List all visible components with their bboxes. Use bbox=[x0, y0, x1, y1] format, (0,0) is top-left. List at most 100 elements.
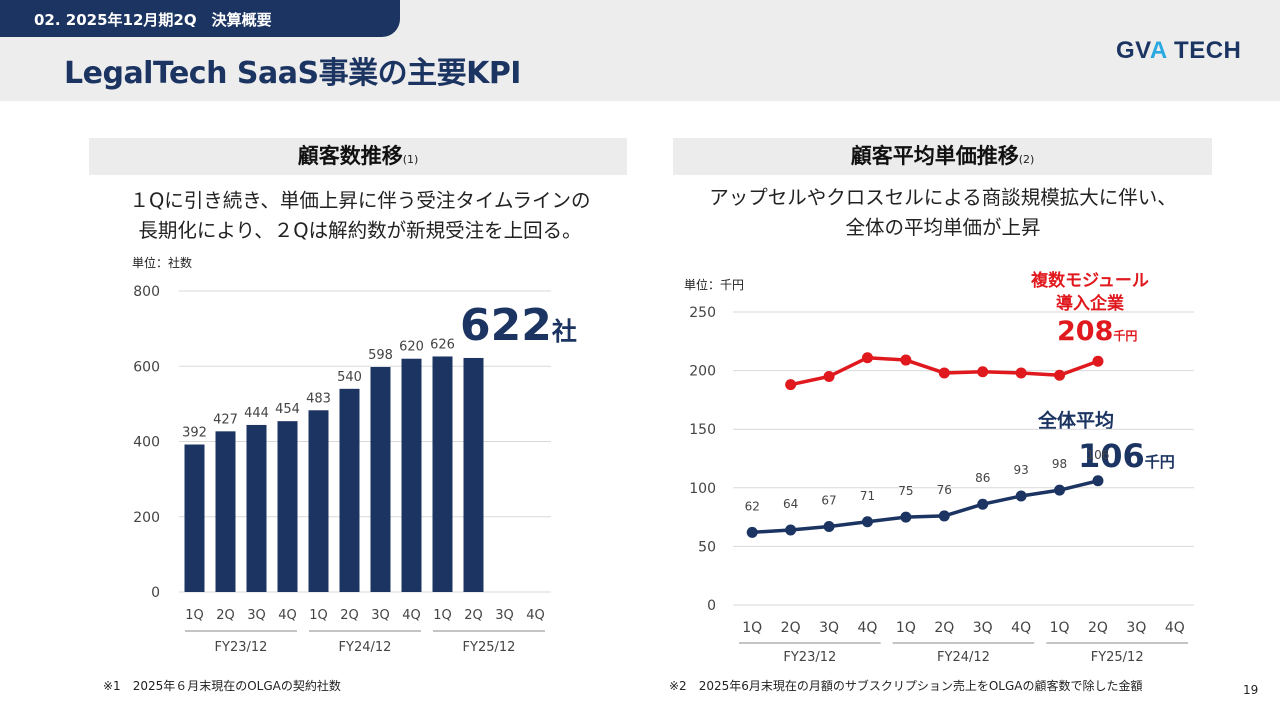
bar-value-label: 483 bbox=[306, 391, 331, 406]
y-tick-label: 200 bbox=[689, 364, 716, 380]
data-point bbox=[746, 526, 758, 538]
y-tick-label: 100 bbox=[689, 481, 716, 497]
footnote-1: ※1 2025年６月末現在のOLGAの契約社数 bbox=[103, 679, 341, 693]
x-tick-label: 2Q bbox=[781, 620, 801, 636]
highlight-unit: 社 bbox=[551, 317, 577, 346]
data-point bbox=[977, 498, 989, 510]
point-value-label: 98 bbox=[1052, 457, 1067, 471]
subtitle-line-1: １Qに引き続き、単価上昇に伴う受注タイムラインの bbox=[129, 189, 591, 212]
x-tick-label: 4Q bbox=[1011, 620, 1031, 636]
multi-value: 208 bbox=[1057, 316, 1114, 347]
data-point bbox=[861, 352, 873, 364]
point-value-label: 86 bbox=[975, 471, 990, 485]
point-value-label: 71 bbox=[860, 489, 875, 503]
data-point bbox=[1054, 369, 1066, 381]
bar bbox=[184, 444, 205, 592]
section-tab: 02. 2025年12月期2Q 決算概要 bbox=[0, 0, 400, 37]
bar-value-label: 598 bbox=[368, 348, 393, 363]
y-tick-label: 800 bbox=[133, 284, 160, 300]
bar-value-label: 620 bbox=[399, 340, 424, 355]
x-group-label: FY25/12 bbox=[1091, 650, 1144, 665]
customer-count-heading: 顧客数推移(1) bbox=[89, 138, 627, 175]
bar bbox=[339, 388, 360, 592]
x-tick-label: 1Q bbox=[742, 620, 762, 636]
x-tick-label: 2Q bbox=[340, 608, 359, 623]
bar-value-label: 444 bbox=[244, 406, 269, 421]
y-tick-label: 400 bbox=[133, 435, 160, 451]
customer-count-highlight: 622社 bbox=[460, 300, 577, 351]
multi-module-value: 208千円 bbox=[1057, 316, 1137, 347]
x-tick-label: 1Q bbox=[896, 620, 916, 636]
point-value-label: 64 bbox=[783, 497, 798, 511]
x-tick-label: 1Q bbox=[185, 608, 204, 623]
section-label: 02. 2025年12月期2Q 決算概要 bbox=[34, 11, 272, 29]
x-tick-label: 4Q bbox=[402, 608, 421, 623]
bar bbox=[432, 356, 453, 592]
logo-text-a: GV bbox=[1116, 37, 1150, 64]
data-point bbox=[1092, 475, 1104, 487]
multi-module-label-2: 導入企業 bbox=[1056, 294, 1124, 314]
x-tick-label: 2Q bbox=[1088, 620, 1108, 636]
x-tick-label: 4Q bbox=[278, 608, 297, 623]
customer-count-title: 顧客数推移 bbox=[297, 144, 403, 168]
x-tick-label: 3Q bbox=[371, 608, 390, 623]
avg-price-note: (2) bbox=[1018, 153, 1035, 166]
overall-unit: 千円 bbox=[1144, 453, 1175, 471]
x-tick-label: 4Q bbox=[857, 620, 877, 636]
point-value-label: 93 bbox=[1013, 463, 1028, 477]
y-tick-label: 150 bbox=[689, 422, 716, 438]
data-point bbox=[785, 379, 797, 391]
x-group-label: FY23/12 bbox=[783, 650, 836, 665]
page-title: LegalTech SaaS事業の主要KPI bbox=[64, 56, 521, 91]
x-tick-label: 2Q bbox=[216, 608, 235, 623]
data-point bbox=[977, 366, 989, 378]
multi-unit: 千円 bbox=[1113, 329, 1138, 343]
y-tick-label: 50 bbox=[698, 539, 716, 555]
overall-value: 106 bbox=[1078, 437, 1145, 475]
point-value-label: 75 bbox=[898, 484, 913, 498]
y-tick-label: 600 bbox=[133, 359, 160, 375]
point-value-label: 67 bbox=[821, 493, 836, 507]
subtitle-line-2: 全体の平均単価が上昇 bbox=[845, 216, 1041, 239]
data-point bbox=[861, 516, 873, 528]
subtitle-line-2: 長期化により、２Qは解約数が新規受注を上回る。 bbox=[138, 219, 582, 242]
x-tick-label: 3Q bbox=[1126, 620, 1146, 636]
x-tick-label: 4Q bbox=[1165, 620, 1185, 636]
bar bbox=[308, 410, 329, 592]
y-tick-label: 200 bbox=[133, 510, 160, 526]
data-point bbox=[1092, 355, 1104, 367]
y-tick-label: 0 bbox=[707, 598, 716, 614]
x-tick-label: 3Q bbox=[973, 620, 993, 636]
data-point bbox=[938, 510, 950, 522]
avg-price-title: 顧客平均単価推移 bbox=[850, 144, 1019, 168]
bar-value-label: 454 bbox=[275, 402, 300, 417]
bar bbox=[277, 421, 298, 592]
data-point bbox=[785, 524, 797, 536]
point-value-label: 76 bbox=[937, 483, 952, 497]
logo-text-b: TECH bbox=[1166, 37, 1242, 64]
bar bbox=[215, 431, 236, 592]
data-point bbox=[900, 511, 912, 523]
x-tick-label: 3Q bbox=[819, 620, 839, 636]
page-number: 19 bbox=[1243, 683, 1259, 697]
bar-value-label: 540 bbox=[337, 370, 362, 385]
bar-value-label: 427 bbox=[213, 412, 238, 427]
highlight-value: 622 bbox=[460, 300, 552, 351]
series-line bbox=[752, 479, 1099, 535]
x-group-label: FY23/12 bbox=[215, 640, 268, 655]
x-group-label: FY25/12 bbox=[463, 640, 516, 655]
data-point bbox=[938, 367, 950, 379]
x-tick-label: 2Q bbox=[464, 608, 483, 623]
customer-count-subtitle: １Qに引き続き、単価上昇に伴う受注タイムラインの 長期化により、２Qは解約数が新… bbox=[80, 186, 640, 246]
data-point bbox=[1054, 484, 1066, 496]
customer-count-note: (1) bbox=[402, 153, 419, 166]
bar bbox=[370, 367, 391, 592]
data-point bbox=[823, 370, 835, 382]
series-line bbox=[790, 355, 1099, 387]
y-tick-label: 0 bbox=[151, 585, 160, 601]
x-group-label: FY24/12 bbox=[937, 650, 990, 665]
overall-avg-value: 106千円 bbox=[1078, 437, 1175, 475]
x-tick-label: 3Q bbox=[495, 608, 514, 623]
